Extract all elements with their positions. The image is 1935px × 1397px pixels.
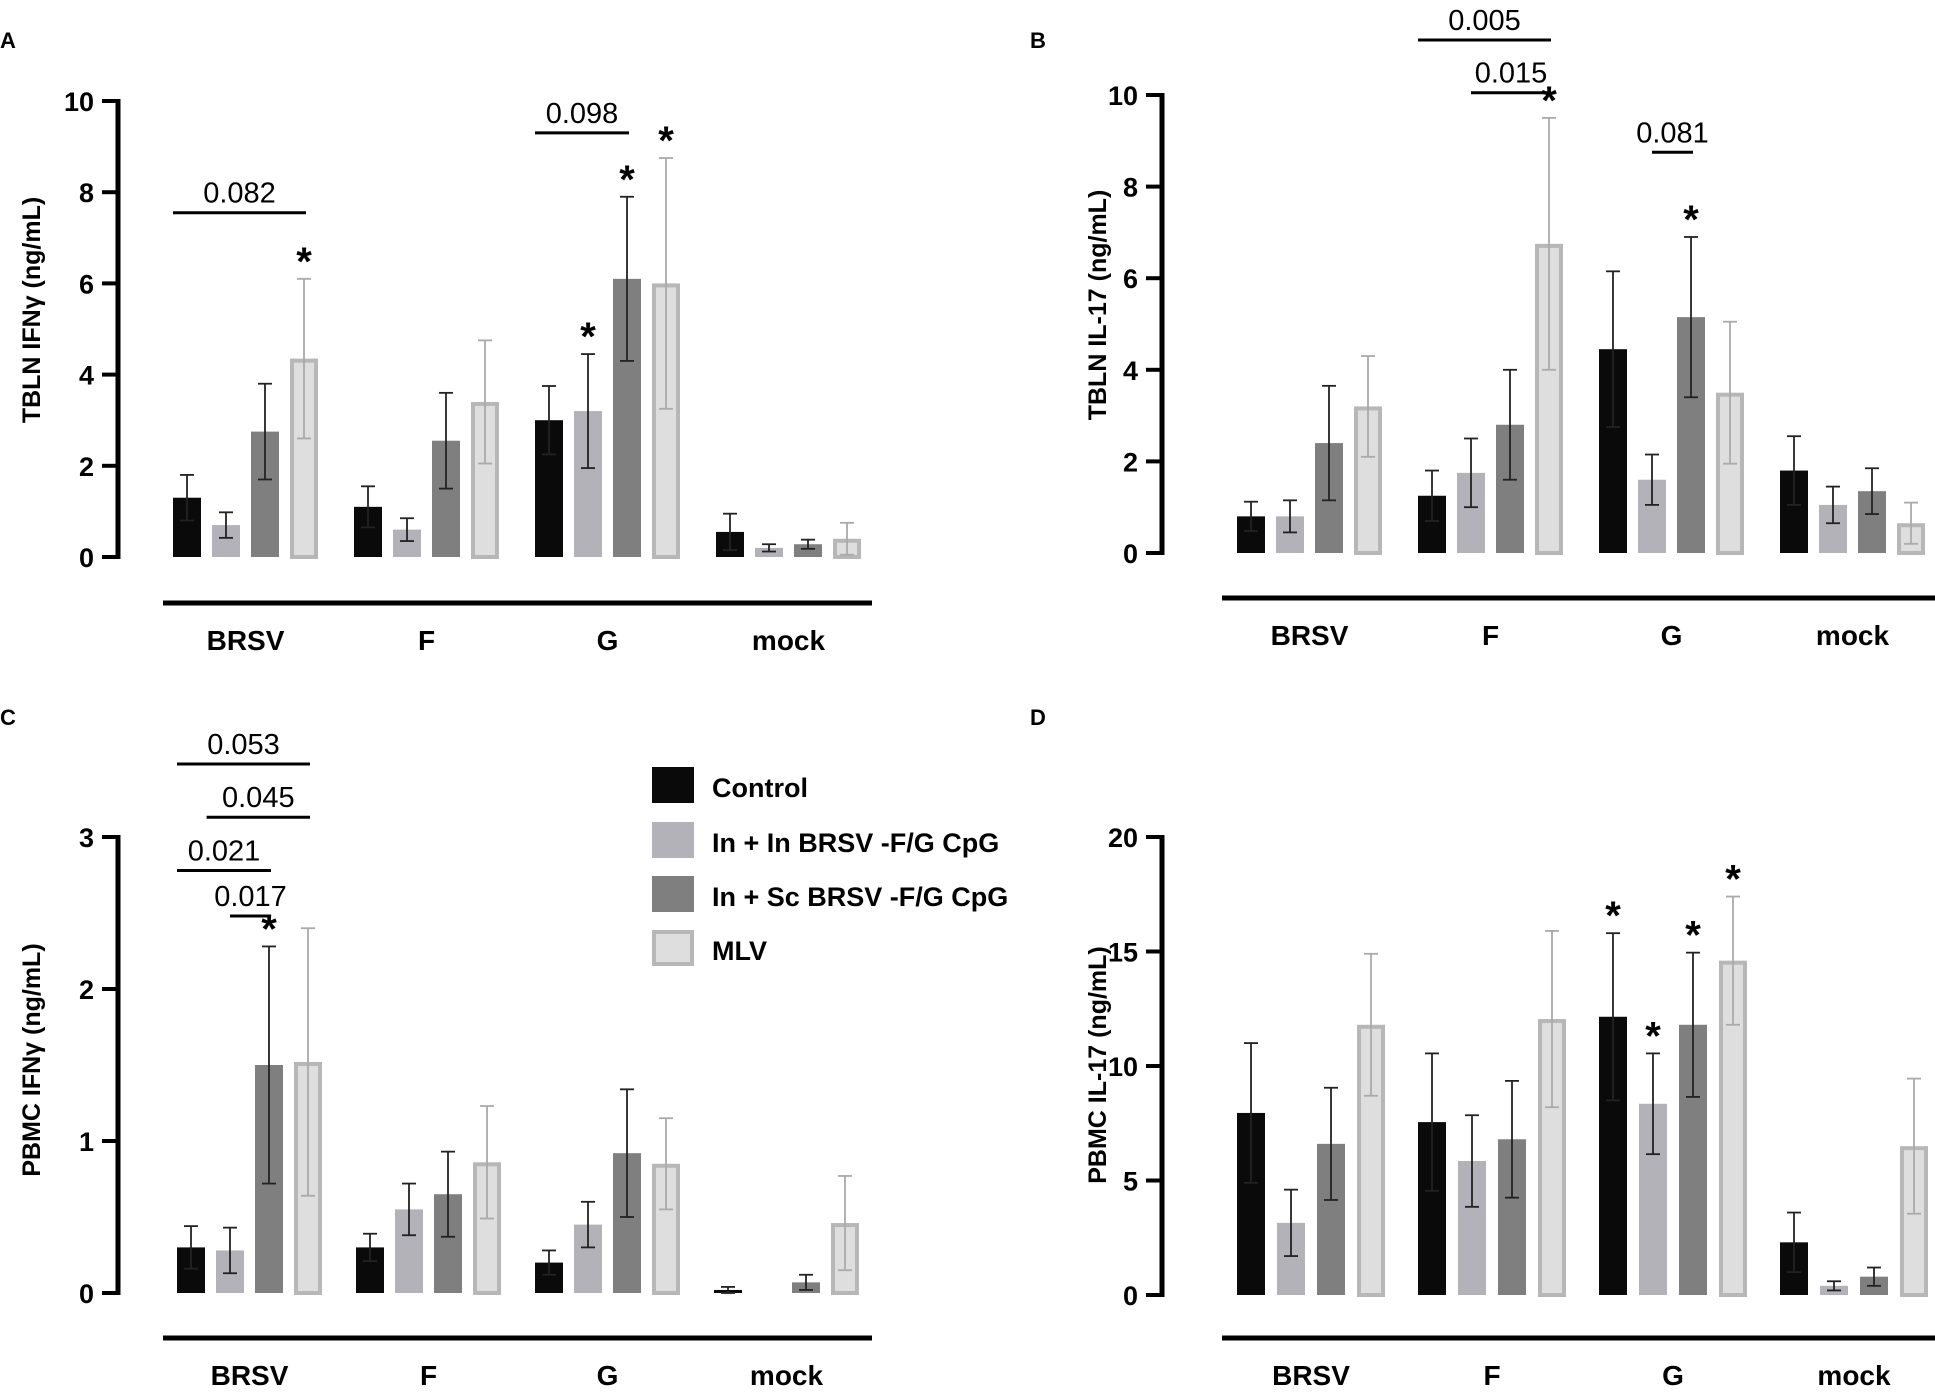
bar-in-sc: [794, 544, 822, 557]
p-value-label: 0.082: [203, 178, 276, 210]
panel-b-ylabel: TBLN IL-17 (ng/mL): [1084, 190, 1112, 421]
p-value-label: 0.098: [546, 98, 619, 130]
x-category-label: mock: [752, 625, 826, 656]
legend-label-in-in: In + In BRSV -F/G CpG: [712, 828, 999, 858]
panel-c-ylabel: PBMC IFNγ (ng/mL): [18, 943, 46, 1176]
significance-star: *: [1605, 894, 1621, 938]
y-tick-label: 4: [79, 361, 94, 391]
panel-c-letter: C: [0, 705, 16, 730]
significance-star: *: [658, 119, 674, 163]
legend-label-mlv: MLV: [712, 936, 767, 966]
significance-star: *: [296, 240, 312, 284]
x-category-label: G: [597, 1360, 619, 1391]
p-value-label: 0.045: [222, 782, 295, 814]
y-tick-label: 3: [79, 823, 94, 853]
y-tick-label: 10: [64, 87, 94, 117]
p-value-label: 0.005: [1448, 5, 1521, 37]
x-category-label: G: [1662, 1360, 1684, 1391]
y-tick-label: 10: [1108, 1052, 1138, 1082]
significance-star: *: [1683, 198, 1699, 242]
y-tick-label: 6: [1123, 264, 1138, 294]
x-category-label: F: [1483, 1360, 1500, 1391]
x-category-label: F: [420, 1360, 437, 1391]
y-tick-label: 15: [1108, 938, 1138, 968]
y-tick-label: 10: [1108, 81, 1138, 111]
panel-a-ylabel: TBLN IFNγ (ng/mL): [18, 197, 46, 423]
legend-swatch-mlv: [652, 930, 694, 966]
y-tick-label: 8: [79, 178, 94, 208]
legend-label-in-sc: In + Sc BRSV -F/G CpG: [712, 882, 1008, 912]
x-category-label: G: [597, 625, 619, 656]
y-tick-label: 0: [79, 1279, 94, 1309]
legend-label-control: Control: [712, 773, 808, 803]
y-tick-label: 2: [1123, 447, 1138, 477]
y-tick-label: 0: [79, 543, 94, 573]
legend-swatch-in-sc: [652, 876, 694, 912]
y-tick-label: 0: [1123, 1281, 1138, 1311]
p-value-label: 0.081: [1636, 117, 1709, 149]
y-tick-label: 2: [79, 452, 94, 482]
significance-star: *: [1541, 79, 1557, 123]
x-category-label: BRSV: [211, 1360, 289, 1391]
y-tick-label: 5: [1123, 1167, 1138, 1197]
p-value-label: 0.021: [188, 835, 261, 867]
legend: Control In + In BRSV -F/G CpG In + Sc BR…: [652, 767, 1008, 966]
p-value-label: 0.017: [214, 881, 287, 913]
y-tick-label: 0: [1123, 539, 1138, 569]
panel-a-letter: A: [0, 28, 16, 53]
x-category-label: mock: [750, 1360, 824, 1391]
significance-star: *: [1645, 1014, 1661, 1058]
x-category-label: mock: [1817, 1360, 1891, 1391]
panel-d-letter: D: [1030, 705, 1046, 730]
panel-d-ylabel: PBMC IL-17 (ng/mL): [1084, 946, 1112, 1184]
panel-b-letter: B: [1030, 28, 1046, 53]
legend-swatch-in-in: [652, 822, 694, 858]
y-tick-label: 1: [79, 1127, 94, 1157]
legend-swatch-control: [652, 767, 694, 803]
x-category-label: F: [418, 625, 435, 656]
y-tick-label: 6: [79, 269, 94, 299]
x-category-label: BRSV: [207, 625, 285, 656]
bar-in-in: [755, 547, 783, 557]
bar-mlv: [473, 1162, 501, 1296]
x-category-label: F: [1482, 620, 1499, 651]
significance-star: *: [1725, 858, 1741, 902]
y-tick-label: 20: [1108, 823, 1138, 853]
significance-star: *: [1685, 914, 1701, 958]
x-category-label: BRSV: [1272, 1360, 1350, 1391]
significance-star: *: [580, 315, 596, 359]
y-tick-label: 8: [1123, 173, 1138, 203]
significance-star: *: [261, 907, 277, 951]
p-value-label: 0.053: [207, 729, 280, 761]
y-tick-label: 2: [79, 975, 94, 1005]
y-tick-label: 4: [1123, 356, 1138, 386]
p-value-label: 0.015: [1475, 58, 1548, 90]
x-category-label: mock: [1816, 620, 1890, 651]
significance-star: *: [619, 158, 635, 202]
x-category-label: G: [1661, 620, 1683, 651]
x-category-label: BRSV: [1271, 620, 1349, 651]
